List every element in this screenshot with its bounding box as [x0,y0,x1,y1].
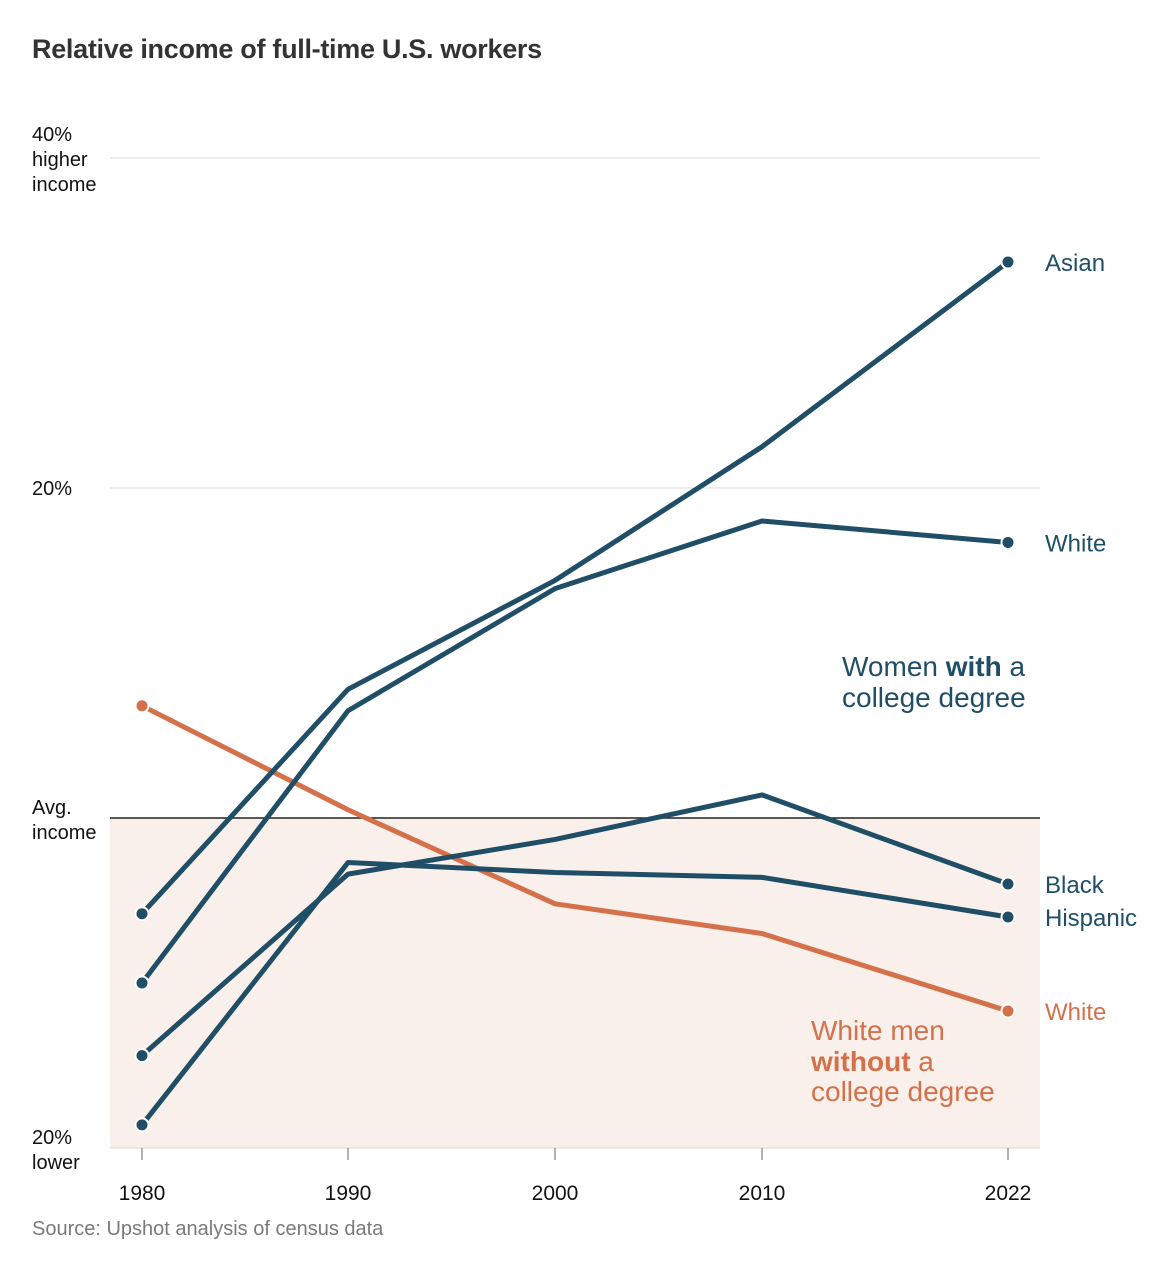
series-point-white-men-start [134,698,150,714]
series-line-white-women [139,518,1011,986]
x-tick-label: 1980 [119,1182,166,1205]
series-point-white-men-end [1000,1003,1016,1019]
series-label-white-women: White [1045,530,1106,557]
y-tick-label: Avg. income [32,797,96,844]
annotation-women: Women with a college degree [842,651,1033,713]
x-tick-label: 2000 [532,1182,579,1205]
series-point-asian-women-end [1000,254,1016,270]
x-tick-label: 2010 [739,1182,786,1205]
y-tick-label: 40% higher income [32,124,96,196]
series-line-white-men [139,703,1011,1014]
series-lines [139,259,1011,1128]
x-axis: 1980 1990 2000 2010 2022 [119,1148,1032,1205]
series-point-black-women-start [134,1048,150,1064]
x-tick-label: 2022 [985,1182,1032,1205]
series-endpoints [134,254,1016,1133]
series-label-hispanic-women: Hispanic [1045,905,1137,932]
series-point-black-women-end [1000,876,1016,892]
series-point-hispanic-women-end [1000,909,1016,925]
series-label-white-men: White [1045,999,1106,1026]
series-point-white-women-end [1000,534,1016,550]
series-point-white-women-start [134,975,150,991]
series-line-black-women [139,792,1011,1059]
y-tick-label: 20% lower [32,1127,80,1174]
series-line-asian-women [139,259,1011,917]
series-label-black-women: Black [1045,872,1105,899]
x-tick-label: 1990 [325,1182,372,1205]
source-note: Source: Upshot analysis of census data [32,1218,384,1240]
y-tick-label: 20% [32,478,72,500]
annotation-men: White men without a college degree [810,1015,995,1107]
y-axis-labels: 40% higher income 20% Avg. income 20% lower [32,124,96,1174]
series-point-hispanic-women-start [134,1117,150,1133]
series-point-asian-women-start [134,906,150,922]
series-labels: White Hispanic Black White Asian [1045,250,1137,1026]
chart-title: Relative income of full-time U.S. worker… [32,34,542,64]
series-label-asian-women: Asian [1045,250,1105,277]
series-line-hispanic-women [139,860,1011,1128]
